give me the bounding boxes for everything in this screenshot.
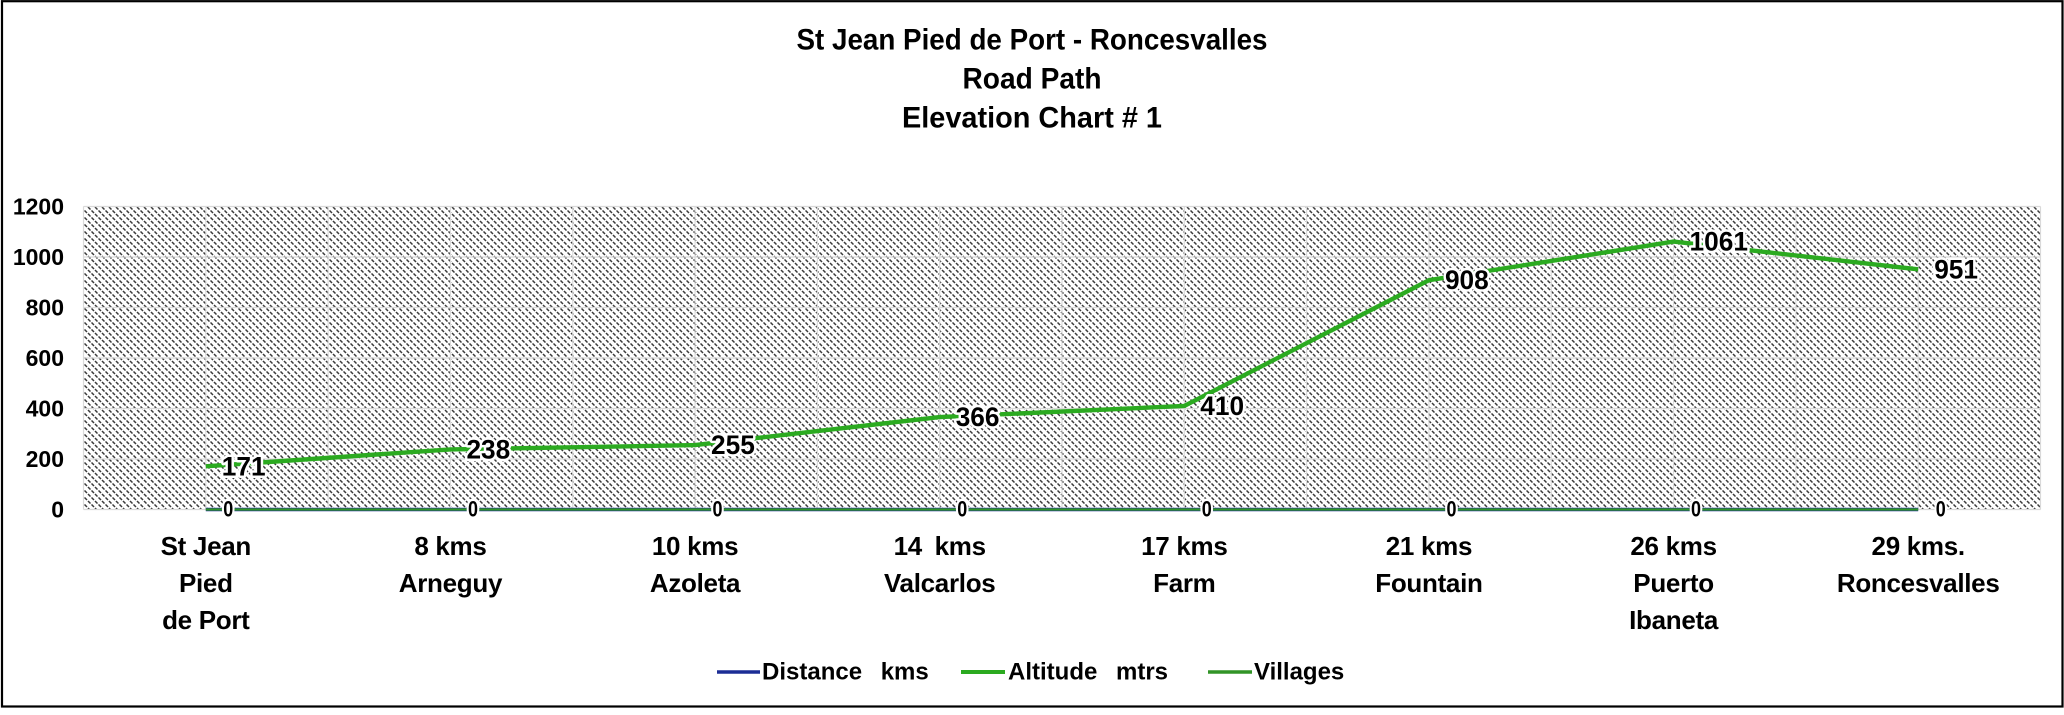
svg-text:Farm: Farm (1153, 568, 1215, 598)
svg-text:Roncesvalles: Roncesvalles (1837, 568, 2000, 598)
svg-text:St Jean Pied de Port - Roncesv: St Jean Pied de Port - Roncesvalles (797, 24, 1268, 57)
svg-text:1000: 1000 (13, 244, 64, 270)
svg-text:Distance kms: Distance kms (762, 659, 929, 686)
svg-text:Ibaneta: Ibaneta (1629, 605, 1719, 635)
svg-text:410: 410 (1200, 391, 1244, 421)
svg-text:0: 0 (713, 497, 723, 522)
svg-text:1061: 1061 (1690, 227, 1748, 257)
svg-text:255: 255 (711, 430, 755, 460)
svg-text:St Jean: St Jean (161, 531, 251, 561)
svg-text:400: 400 (26, 396, 64, 422)
svg-text:0: 0 (1936, 497, 1946, 522)
svg-text:238: 238 (466, 434, 510, 464)
svg-text:26 kms: 26 kms (1630, 531, 1716, 561)
svg-text:0: 0 (957, 497, 967, 522)
svg-text:171: 171 (222, 451, 266, 481)
svg-text:1200: 1200 (13, 194, 64, 220)
svg-text:200: 200 (26, 446, 64, 472)
svg-text:17 kms: 17 kms (1141, 531, 1227, 561)
svg-text:Villages: Villages (1254, 659, 1344, 686)
svg-text:8 kms: 8 kms (414, 531, 486, 561)
svg-text:0: 0 (223, 497, 233, 522)
svg-text:0: 0 (51, 497, 64, 523)
svg-text:10 kms: 10 kms (652, 531, 738, 561)
svg-text:Pied: Pied (179, 568, 233, 598)
svg-text:908: 908 (1445, 265, 1489, 295)
svg-text:0: 0 (1446, 497, 1456, 522)
svg-text:0: 0 (468, 497, 478, 522)
svg-text:Altitude mtrs: Altitude mtrs (1008, 659, 1168, 686)
svg-text:800: 800 (26, 295, 64, 321)
svg-text:14 kms: 14 kms (894, 531, 986, 561)
svg-text:Azoleta: Azoleta (650, 568, 741, 598)
svg-text:21 kms: 21 kms (1386, 531, 1472, 561)
svg-text:Fountain: Fountain (1375, 568, 1482, 598)
svg-text:Valcarlos: Valcarlos (884, 568, 996, 598)
svg-text:Puerto: Puerto (1633, 568, 1714, 598)
svg-text:Elevation Chart # 1: Elevation Chart # 1 (902, 102, 1162, 135)
svg-text:de Port: de Port (162, 605, 250, 635)
svg-text:Road Path: Road Path (963, 63, 1102, 96)
svg-text:29 kms.: 29 kms. (1872, 531, 1965, 561)
svg-text:Arneguy: Arneguy (399, 568, 503, 598)
svg-text:0: 0 (1691, 497, 1701, 522)
svg-text:600: 600 (26, 345, 64, 371)
svg-text:0: 0 (1202, 497, 1212, 522)
svg-text:951: 951 (1934, 254, 1978, 284)
svg-text:366: 366 (956, 402, 1000, 432)
